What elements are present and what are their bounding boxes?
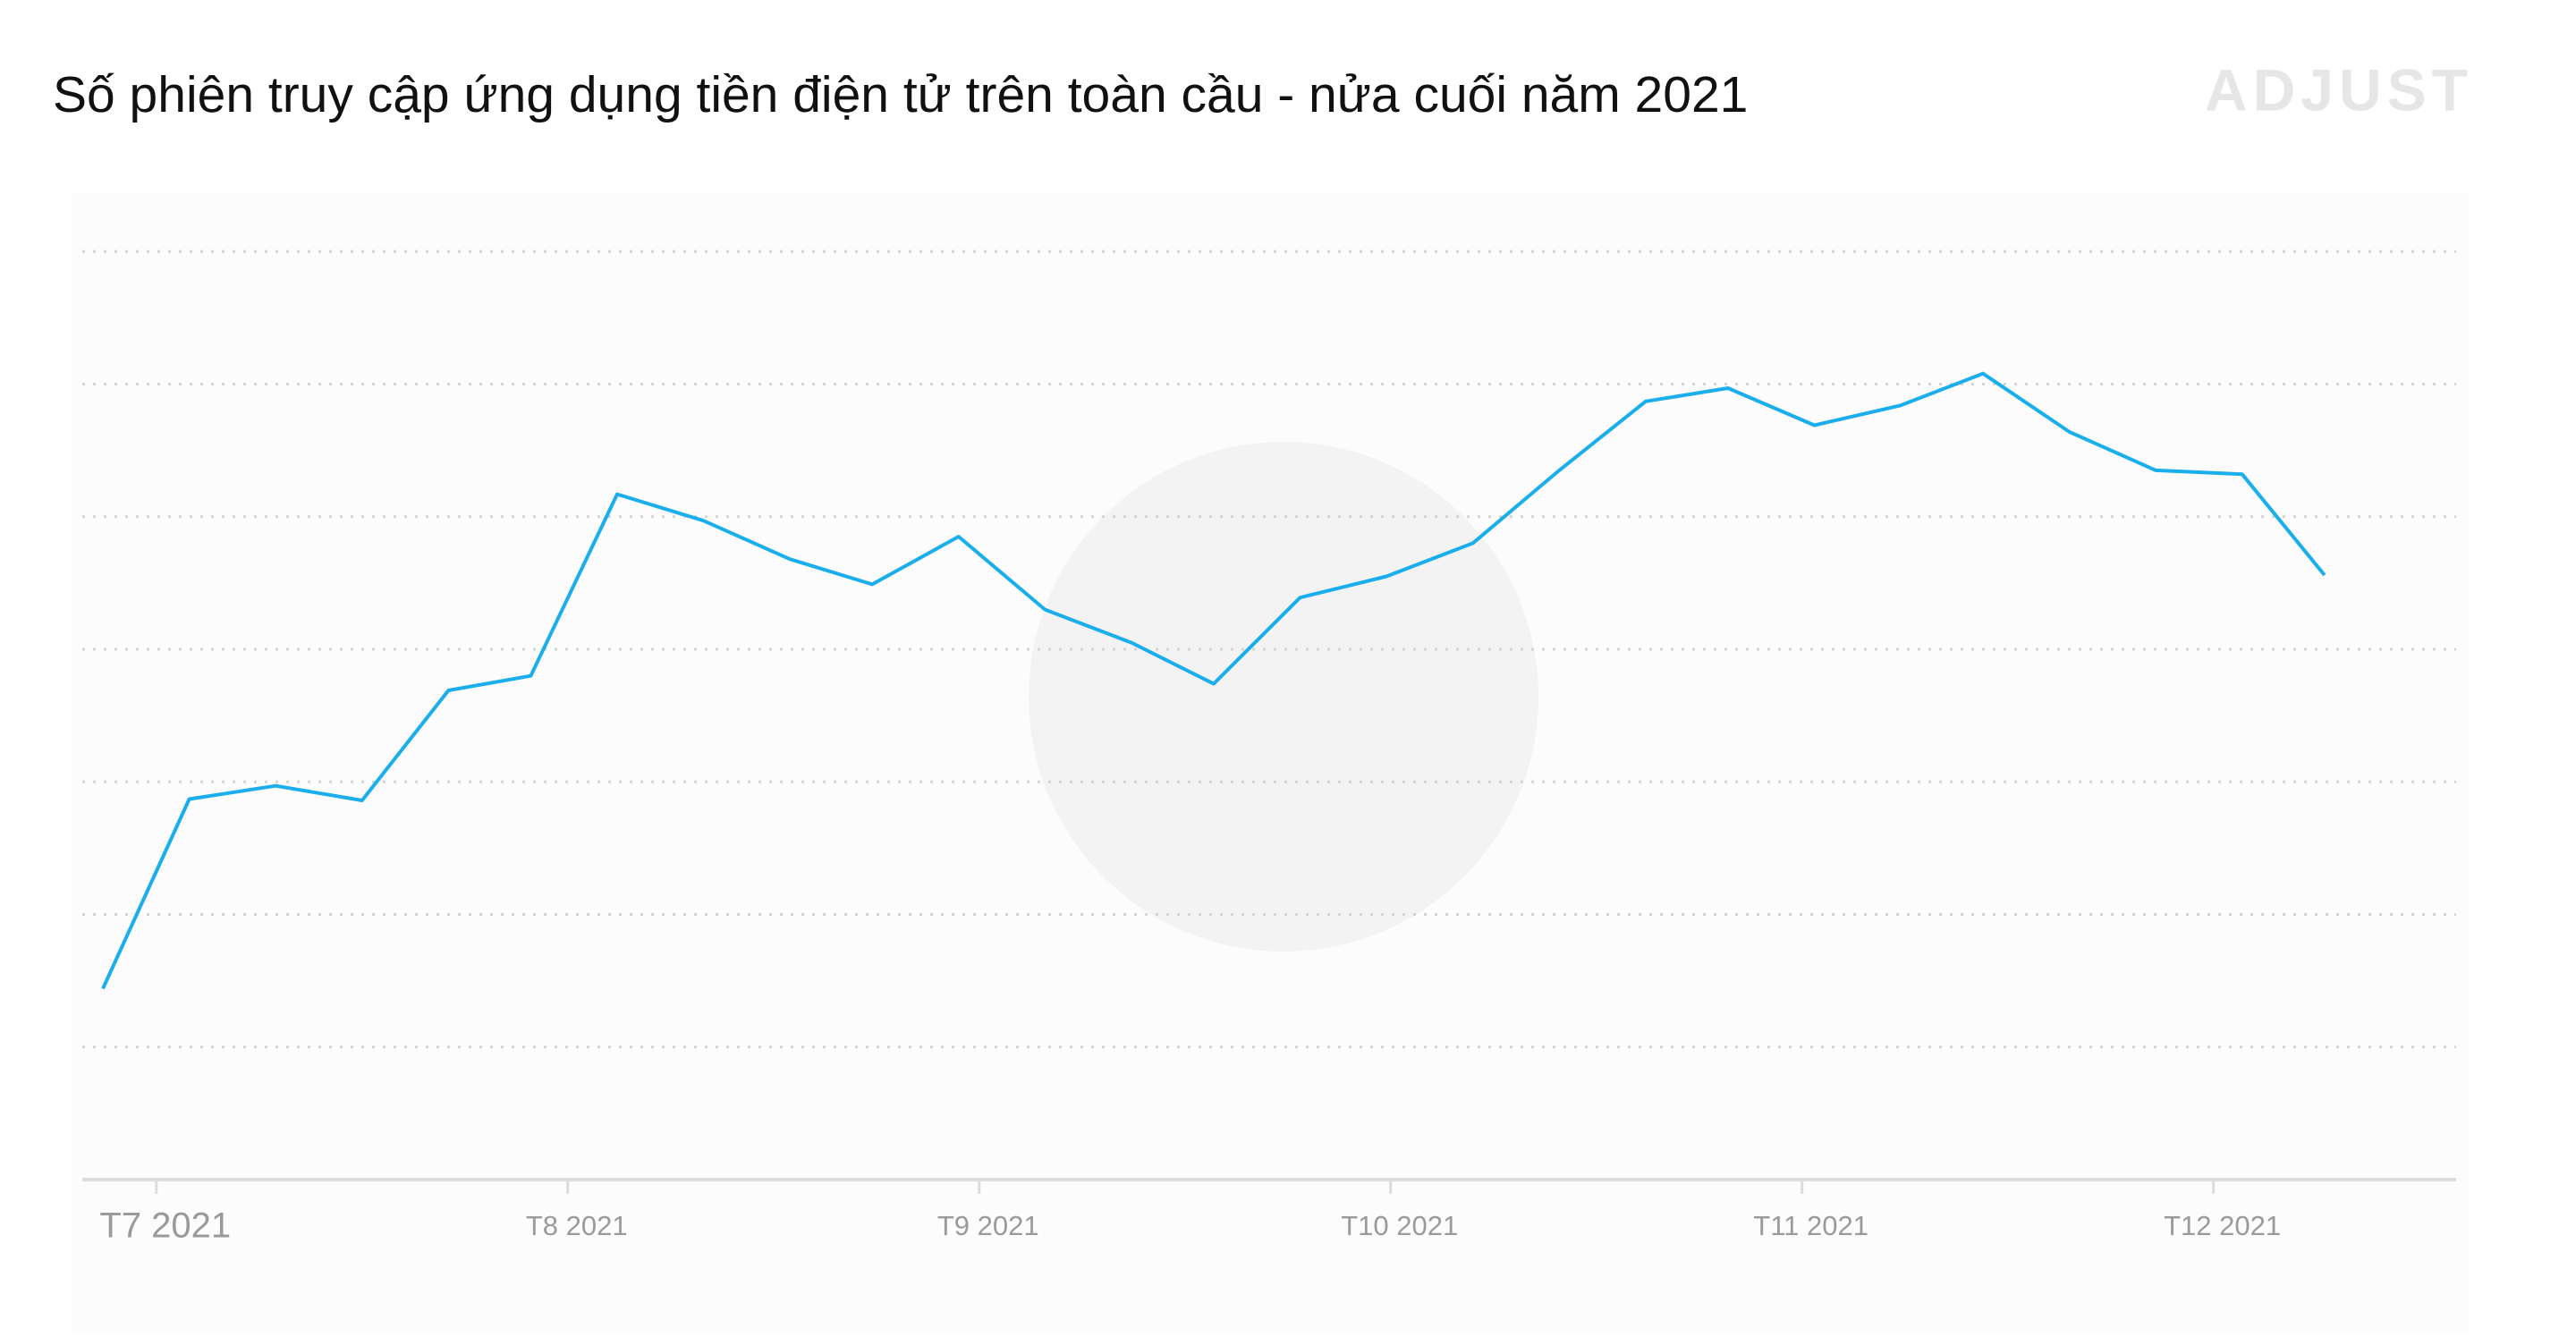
chart-title: Số phiên truy cập ứng dụng tiền điện tử … xyxy=(53,66,1748,123)
brand-logo: ADJUST xyxy=(2205,56,2473,123)
watermark xyxy=(1029,442,1538,952)
x-tick-label: T7 2021 xyxy=(99,1206,231,1246)
data-line xyxy=(101,371,2326,990)
x-tick-label: T11 2021 xyxy=(1753,1210,1868,1241)
x-tick-label: T9 2021 xyxy=(937,1210,1039,1241)
x-tick-label: T10 2021 xyxy=(1341,1210,1458,1241)
x-tick-label: T12 2021 xyxy=(2164,1210,2281,1241)
x-tick-label: T8 2021 xyxy=(526,1210,628,1241)
